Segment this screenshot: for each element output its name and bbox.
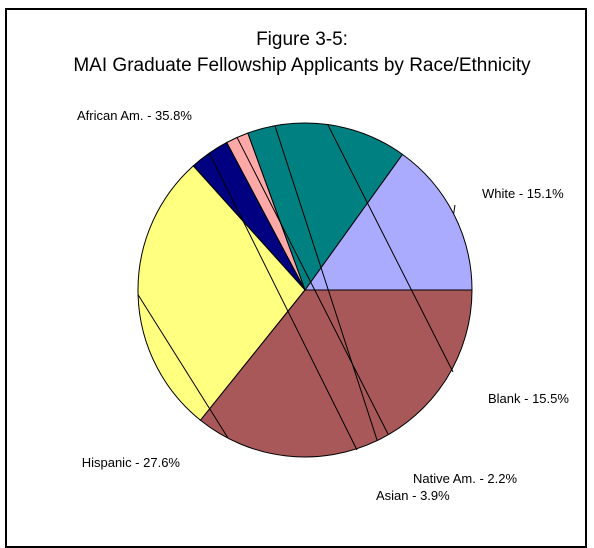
chart-title: Figure 3-5:	[256, 29, 348, 50]
slice-label: Hispanic - 27.6%	[82, 455, 181, 470]
pie-chart: Figure 3-5: MAI Graduate Fellowship Appl…	[73, 29, 569, 503]
leader-line	[236, 137, 389, 435]
pie-slices	[137, 122, 473, 458]
leader-line	[208, 152, 358, 451]
slice-label: Native Am. - 2.2%	[413, 471, 517, 486]
leader-line	[453, 204, 456, 214]
slice-label: Blank - 15.5%	[488, 391, 569, 406]
slice-label: Asian - 3.9%	[376, 488, 450, 503]
slice-label: African Am. - 35.8%	[77, 108, 192, 123]
leader-lines	[137, 124, 456, 451]
pie-slice	[304, 153, 473, 291]
slice-labels: White - 15.1% Blank - 15.5% Native Am. - 2…	[77, 108, 569, 503]
chart-subtitle: MAI Graduate Fellowship Applicants by Ra…	[73, 55, 531, 76]
leader-line	[137, 294, 229, 439]
leader-line	[274, 125, 378, 441]
leader-line	[327, 124, 454, 373]
slice-label: White - 15.1%	[482, 186, 564, 201]
